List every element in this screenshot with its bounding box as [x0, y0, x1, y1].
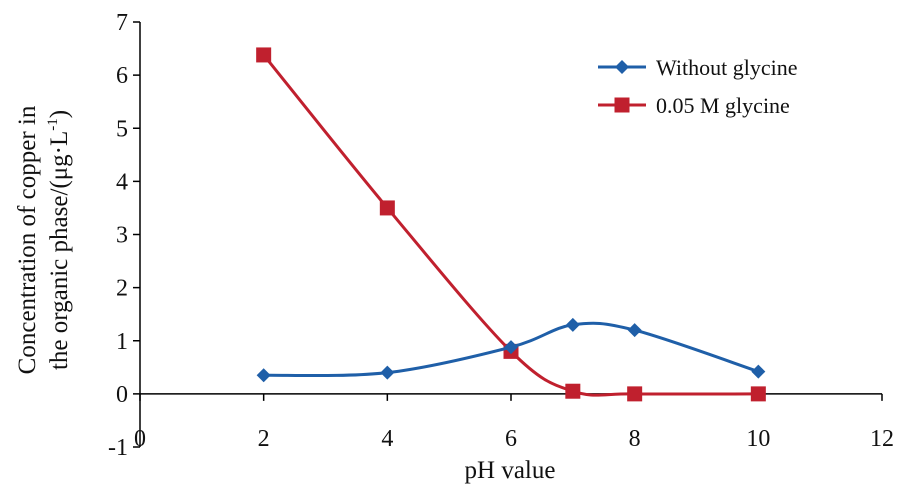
data-point: [627, 323, 642, 338]
data-point: [504, 340, 518, 355]
legend-item: Without glycine: [598, 55, 797, 80]
data-point: [256, 47, 272, 63]
y-tick-label: 2: [116, 276, 128, 302]
y-tick-label: 3: [116, 223, 128, 249]
legend-marker: [614, 97, 630, 113]
y-tick-label: 7: [116, 10, 128, 36]
y-axis-title-close: ): [46, 110, 73, 118]
y-tick-label: -1: [108, 435, 128, 461]
data-point: [379, 200, 395, 216]
data-point: [256, 368, 271, 383]
y-tick-label: 6: [116, 63, 128, 89]
x-axis-title: pH value: [465, 457, 556, 484]
data-point: [627, 386, 643, 402]
x-tick-label: 8: [629, 426, 641, 452]
y-axis-title-line-2: the organic phase/(μg·L-1): [45, 110, 73, 370]
y-tick-label: 0: [116, 382, 128, 408]
data-point: [380, 365, 395, 380]
series-layer: [256, 47, 766, 402]
legend-marker: [615, 60, 629, 74]
y-tick-label: 5: [116, 116, 128, 142]
axes: [133, 21, 883, 448]
legend: Without glycine 0.05 M glycine: [598, 55, 797, 118]
x-tick-label: 4: [381, 426, 393, 452]
legend-label: 0.05 M glycine: [656, 93, 790, 118]
series-line: [263, 321, 759, 378]
x-tick-label: 6: [505, 426, 517, 452]
x-tick-label: 12: [870, 426, 894, 452]
data-point: [565, 317, 580, 332]
legend-item: 0.05 M glycine: [598, 93, 790, 118]
series-without-glycine: [256, 317, 766, 383]
data-point: [565, 383, 581, 399]
y-axis-title-line-1: Concentration of copper in: [14, 105, 41, 374]
y-axis-title: Concentration of copper in the organic p…: [14, 105, 73, 374]
y-axis-title-superscript: -1: [45, 118, 61, 131]
data-point: [751, 364, 766, 379]
x-tick-label: 0: [134, 426, 146, 452]
y-axis-title-main: the organic phase/(μg·L: [46, 131, 73, 370]
y-tick-label: 4: [116, 169, 128, 195]
legend-label: Without glycine: [656, 55, 797, 80]
data-point: [750, 386, 766, 402]
y-tick-label: 1: [116, 329, 128, 355]
x-tick-label: 2: [258, 426, 270, 452]
x-tick-label: 10: [746, 426, 770, 452]
